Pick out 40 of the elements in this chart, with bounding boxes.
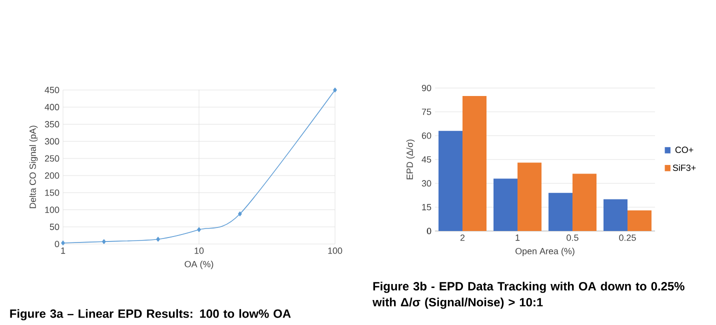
y-tick-label: 300 (44, 138, 60, 145)
x-tick-label: 1 (516, 234, 520, 241)
x-tick-label: 100 (328, 248, 342, 254)
y-tick-label: 90 (422, 84, 432, 92)
y-tick-label: 450 (44, 86, 60, 94)
x-tick-label: 2 (460, 234, 465, 241)
x-tick-label: 0.5 (566, 234, 578, 241)
x-axis-title: Open Area (%) (516, 248, 574, 256)
legend-label: CO+ (675, 146, 694, 154)
y-tick-label: 45 (422, 156, 432, 163)
y-tick-label: 30 (422, 180, 432, 187)
y-axis-title: EPD (Δ/σ) (406, 140, 415, 180)
y-tick-label: 0 (54, 240, 60, 248)
x-axis-title: OA (%) (184, 260, 214, 270)
y-tick-label: 0 (427, 228, 432, 234)
y-tick-label: 50 (50, 224, 60, 230)
bar (548, 192, 573, 231)
legend-label: SiF3+ (672, 164, 696, 171)
bar (572, 174, 597, 231)
y-tick-label: 150 (45, 189, 60, 196)
y-axis-title: Delta CO Signal (pA) (29, 126, 38, 208)
caption: Figure 3a – Linear EPD Results: 100 to low% OA (10, 309, 291, 320)
y-tick-label: 250 (44, 155, 60, 162)
y-tick-label: 75 (422, 108, 432, 115)
bar (518, 162, 542, 231)
y-tick-label: 400 (44, 104, 60, 110)
caption: Figure 3b - EPD Data Tracking with OA down to 0.25% with Δ/σ (Signal/Noise) > 10:1 (372, 282, 684, 309)
bar (628, 210, 652, 231)
x-tick-label: 10 (194, 248, 204, 254)
bar (494, 178, 518, 231)
y-tick-label: 100 (45, 206, 60, 213)
y-tick-label: 15 (422, 204, 432, 210)
y-tick-label: 60 (422, 132, 432, 139)
x-tick-label: 1 (61, 248, 66, 254)
bar (438, 130, 463, 231)
y-tick-label: 350 (44, 121, 60, 128)
bar (462, 96, 487, 231)
y-tick-label: 200 (44, 172, 60, 179)
x-tick-label: 0.25 (619, 234, 636, 241)
bar (604, 199, 628, 231)
